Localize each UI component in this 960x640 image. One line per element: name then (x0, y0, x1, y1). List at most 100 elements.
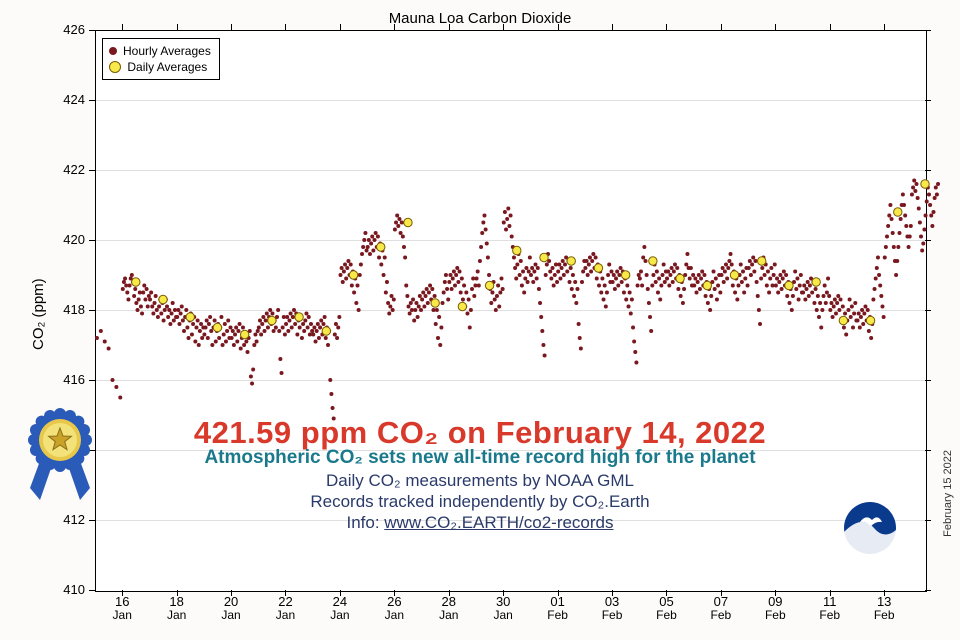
hourly-point (782, 270, 786, 274)
hourly-point (878, 284, 882, 288)
hourly-point (879, 294, 883, 298)
hourly-point (585, 259, 589, 263)
hourly-point (657, 277, 661, 281)
hourly-point (917, 207, 921, 211)
hourly-point (625, 284, 629, 288)
hourly-point (326, 343, 330, 347)
hourly-point (498, 291, 502, 295)
hourly-point (287, 319, 291, 323)
hourly-point (426, 301, 430, 305)
hourly-point (706, 301, 710, 305)
hourly-point (886, 224, 890, 228)
hourly-point (453, 284, 457, 288)
hourly-point (242, 343, 246, 347)
hourly-point (642, 245, 646, 249)
hourly-point (382, 273, 386, 277)
hourly-point (643, 259, 647, 263)
hourly-point (300, 336, 304, 340)
hourly-point (494, 308, 498, 312)
hourly-point (619, 266, 623, 270)
hourly-point (715, 298, 719, 302)
hourly-point (409, 301, 413, 305)
daily-point (730, 271, 738, 279)
hourly-point (316, 322, 320, 326)
hourly-point (772, 273, 776, 277)
hourly-point (266, 326, 270, 330)
hourly-point (257, 326, 261, 330)
hourly-point (226, 319, 230, 323)
hourly-point (662, 263, 666, 267)
hourly-point (645, 273, 649, 277)
daily-point (567, 257, 575, 265)
hourly-point (790, 308, 794, 312)
hourly-point (475, 277, 479, 281)
hourly-point (442, 291, 446, 295)
hourly-point (554, 263, 558, 267)
hourly-point (875, 266, 879, 270)
hourly-point (515, 263, 519, 267)
hourly-point (464, 291, 468, 295)
daily-point (621, 271, 629, 279)
hourly-point (534, 263, 538, 267)
hourly-point (142, 284, 146, 288)
hourly-point (844, 333, 848, 337)
hourly-point (752, 270, 756, 274)
hourly-point (156, 315, 160, 319)
hourly-point (371, 249, 375, 253)
hourly-point (451, 277, 455, 281)
hourly-point (256, 329, 260, 333)
hourly-point (280, 371, 284, 375)
hourly-point (580, 280, 584, 284)
hourly-point (366, 245, 370, 249)
hourly-point (471, 277, 475, 281)
hourly-point (572, 294, 576, 298)
hourly-point (518, 273, 522, 277)
hourly-point (605, 291, 609, 295)
hourly-point (587, 263, 591, 267)
hourly-point (913, 189, 917, 193)
hourly-point (909, 224, 913, 228)
hourly-point (867, 329, 871, 333)
hourly-point (768, 277, 772, 281)
hourly-point (884, 245, 888, 249)
hourly-point (549, 277, 553, 281)
hourly-point (396, 224, 400, 228)
hourly-point (859, 315, 863, 319)
hourly-point (455, 266, 459, 270)
hourly-point (747, 266, 751, 270)
daily-point (240, 330, 248, 338)
hourly-point (907, 245, 911, 249)
hourly-point (659, 284, 663, 288)
hourly-point (213, 319, 217, 323)
hourly-point (735, 298, 739, 302)
hourly-point (638, 277, 642, 281)
hourly-point (639, 270, 643, 274)
hourly-point (391, 308, 395, 312)
chart-svg (0, 0, 960, 640)
hourly-point (132, 294, 136, 298)
hourly-point (609, 270, 613, 274)
hourly-point (298, 326, 302, 330)
hourly-point (482, 214, 486, 218)
hourly-point (724, 263, 728, 267)
hourly-point (123, 277, 127, 281)
hourly-point (233, 333, 237, 337)
hourly-point (479, 245, 483, 249)
hourly-point (477, 284, 481, 288)
hourly-point (918, 221, 922, 225)
hourly-point (763, 273, 767, 277)
hourly-point (410, 308, 414, 312)
hourly-point (806, 280, 810, 284)
hourly-point (147, 294, 151, 298)
hourly-point (675, 266, 679, 270)
hourly-point (291, 315, 295, 319)
hourly-point (289, 312, 293, 316)
hourly-point (446, 298, 450, 302)
daily-point (186, 313, 194, 321)
hourly-point (268, 308, 272, 312)
hourly-point (331, 406, 335, 410)
hourly-point (617, 273, 621, 277)
hourly-point (290, 326, 294, 330)
hourly-point (388, 305, 392, 309)
hourly-point (594, 256, 598, 260)
